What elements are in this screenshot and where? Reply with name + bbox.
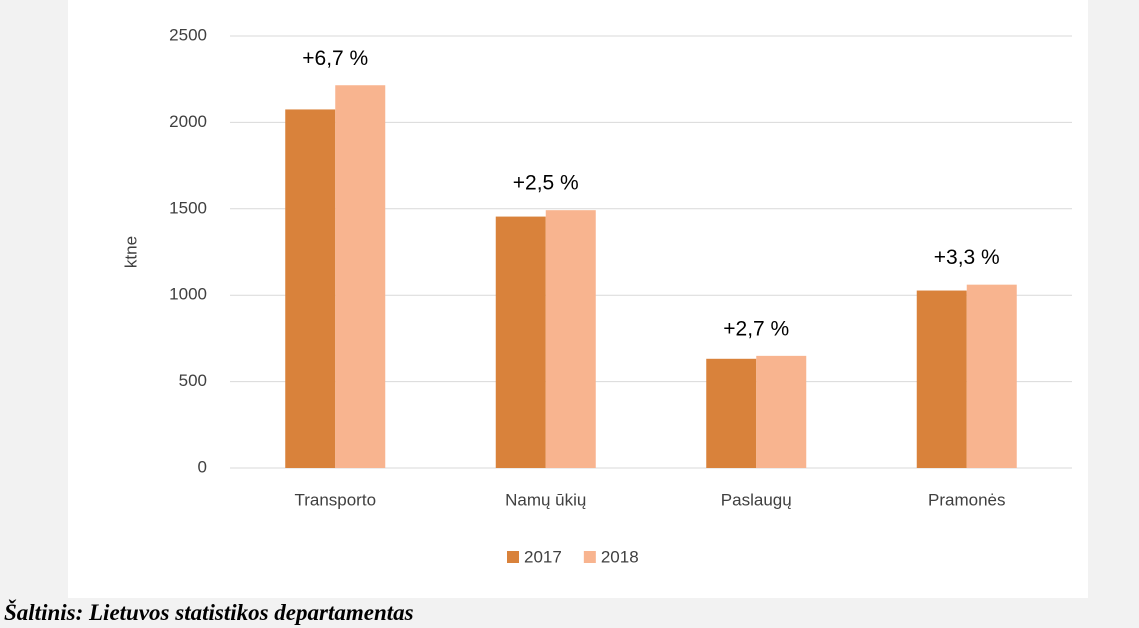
y-tick-label: 2000: [169, 112, 207, 131]
source-note: Šaltinis: Lietuvos statistikos departame…: [4, 600, 414, 625]
annotation: +3,3 %: [934, 246, 1000, 269]
x-tick-label: Pramonės: [928, 490, 1005, 509]
annotation: +6,7 %: [302, 47, 368, 70]
chart: ktne 0 500 1000 1500 2000 2500 Transporto +6,7 …: [68, 0, 1088, 598]
legend-label: 2017: [524, 547, 562, 566]
bar: [495, 216, 546, 468]
annotation: +2,5 %: [513, 172, 579, 195]
y-tick-label: 0: [198, 457, 207, 476]
y-tick-label: 500: [179, 371, 207, 390]
y-axis-label: ktne: [121, 236, 140, 268]
bar: [285, 109, 336, 468]
x-tick-label: Transporto: [294, 490, 376, 509]
bar: [756, 355, 807, 468]
y-tick-label: 2500: [169, 25, 207, 44]
x-tick-label: Paslaugų: [721, 490, 792, 509]
bar: [545, 210, 596, 468]
bar: [335, 85, 386, 469]
legend-label: 2018: [601, 547, 639, 566]
bar: [706, 358, 757, 468]
bar: [916, 290, 967, 468]
bar: [966, 284, 1017, 468]
legend-swatch: [507, 551, 519, 563]
x-tick-label: Namų ūkių: [505, 490, 586, 509]
annotation: +2,7 %: [723, 317, 789, 340]
legend-swatch: [583, 551, 596, 563]
y-tick-label: 1000: [169, 285, 207, 304]
y-tick-label: 1500: [169, 198, 207, 217]
